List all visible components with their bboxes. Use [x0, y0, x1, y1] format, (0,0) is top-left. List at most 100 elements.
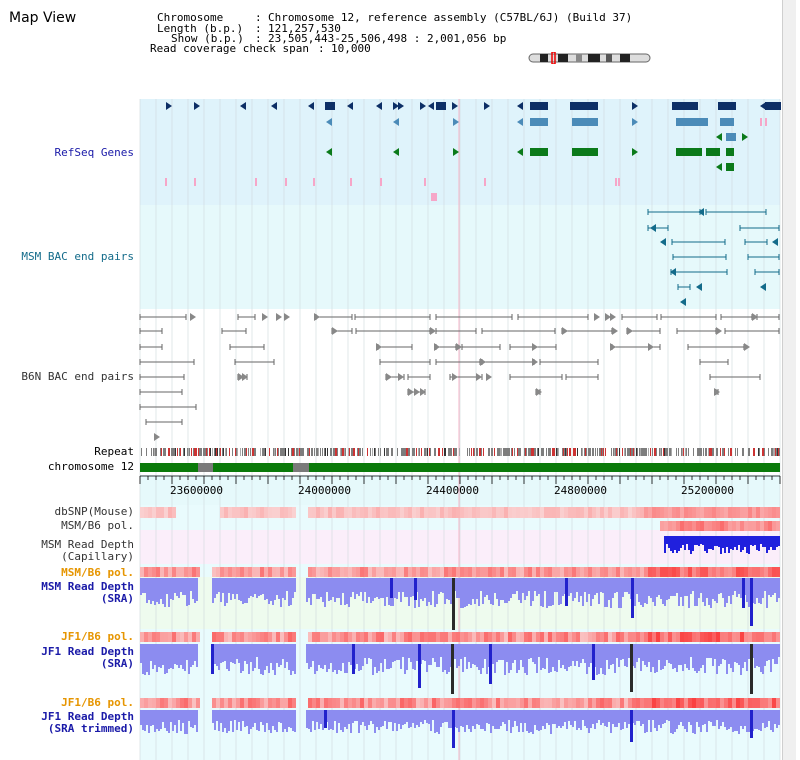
repeat-element	[643, 448, 644, 456]
cap-depth-bar	[742, 536, 744, 550]
heat-cell	[620, 698, 624, 708]
repeat-element	[285, 448, 286, 456]
gene-block	[313, 178, 315, 186]
depth-bar	[248, 710, 250, 734]
bac-end	[486, 373, 492, 381]
repeat-element	[614, 448, 615, 456]
heat-cell	[180, 567, 184, 577]
depth-bar	[742, 710, 744, 729]
heat-cell	[452, 567, 456, 577]
heat-cell	[364, 567, 368, 577]
heat-cell	[164, 567, 168, 577]
heat-cell	[288, 567, 292, 577]
heat-cell	[428, 507, 432, 518]
jf1-b6-pol-2-label[interactable]: JF1/B6 pol.	[61, 696, 134, 709]
depth-bar	[646, 710, 648, 732]
depth-bar	[658, 644, 660, 660]
msm-b6-pol-2-label[interactable]: MSM/B6 pol.	[61, 566, 134, 579]
repeat-element	[705, 448, 706, 456]
gene-arrow	[716, 163, 722, 171]
depth-bar	[282, 578, 284, 598]
heat-cell	[620, 567, 624, 577]
depth-bar	[422, 578, 424, 601]
heat-cell	[348, 507, 352, 518]
gene-block	[726, 163, 734, 171]
depth-bar	[634, 710, 636, 725]
heat-cell	[536, 698, 540, 708]
depth-bar	[580, 710, 582, 730]
repeat-element	[336, 448, 337, 456]
repeat-element	[640, 448, 641, 456]
track-canvas[interactable]	[0, 0, 782, 760]
depth-bar	[260, 578, 262, 595]
repeat-element	[334, 448, 335, 456]
heat-cell	[716, 567, 720, 577]
vertical-scrollbar[interactable]	[782, 0, 796, 760]
depth-bar	[622, 710, 624, 729]
depth-spike	[418, 644, 421, 688]
depth-bar	[580, 578, 582, 596]
repeat-element	[595, 448, 596, 456]
depth-bar	[188, 644, 190, 674]
depth-bar	[538, 710, 540, 731]
heat-cell	[560, 698, 564, 708]
depth-bar	[510, 578, 512, 598]
heat-cell	[164, 698, 168, 708]
heat-cell	[700, 567, 704, 577]
dbsnp-label[interactable]: dbSNP(Mouse)	[54, 505, 134, 518]
length-label: Length (b.p.)	[157, 22, 244, 35]
heat-cell	[440, 567, 444, 577]
heat-cell	[624, 698, 628, 708]
depth-bar	[754, 710, 756, 729]
heat-cell	[616, 567, 620, 577]
repeat-element	[378, 448, 379, 456]
gene-block	[436, 102, 446, 110]
depth-bar	[260, 644, 262, 674]
depth-bar	[158, 644, 160, 667]
depth-bar	[646, 644, 648, 667]
b6n-bac-label[interactable]: B6N BAC end pairs	[21, 370, 134, 383]
depth-bar	[228, 710, 230, 731]
msm-depth-sra-label-2: (SRA)	[100, 592, 134, 605]
depth-bar	[702, 710, 704, 725]
depth-bar	[726, 644, 728, 674]
heat-cell	[380, 632, 384, 642]
repeat-element	[533, 448, 534, 456]
cap-depth-bar	[714, 536, 716, 546]
depth-bar	[672, 644, 674, 669]
heat-cell	[632, 698, 636, 708]
heat-cell	[272, 698, 276, 708]
msm-depth-sra-label-1[interactable]: MSM Read Depth	[41, 580, 134, 593]
repeat-element	[777, 448, 778, 456]
depth-bar	[430, 644, 432, 665]
heat-cell	[156, 632, 160, 642]
heat-cell	[464, 698, 468, 708]
heat-cell	[768, 632, 772, 642]
jf1-depth-sra-label-1[interactable]: JF1 Read Depth	[41, 645, 134, 658]
depth-bar	[692, 710, 694, 733]
refseq-genes-label[interactable]: RefSeq Genes	[54, 146, 134, 159]
depth-bar	[564, 644, 566, 669]
heat-cell	[236, 632, 240, 642]
heat-cell	[140, 567, 144, 577]
heat-cell	[360, 698, 364, 708]
heat-cell	[376, 567, 380, 577]
depth-bar	[266, 710, 268, 723]
depth-bar	[688, 644, 690, 670]
depth-bar	[500, 644, 502, 660]
bac-end	[680, 298, 686, 306]
repeat-element	[599, 448, 600, 456]
heat-cell	[328, 632, 332, 642]
chromosome-ideogram[interactable]	[528, 52, 652, 64]
msm-b6-pol-1-label[interactable]: MSM/B6 pol.	[61, 519, 134, 532]
msm-bac-label[interactable]: MSM BAC end pairs	[21, 250, 134, 263]
depth-bar	[672, 710, 674, 734]
depth-bar	[540, 710, 542, 730]
jf1-b6-pol-1-label[interactable]: JF1/B6 pol.	[61, 630, 134, 643]
msm-depth-cap-label-1[interactable]: MSM Read Depth	[41, 538, 134, 551]
jf1-depth-trim-label-1[interactable]: JF1 Read Depth	[41, 710, 134, 723]
depth-bar	[242, 710, 244, 721]
cap-depth-bar	[706, 536, 708, 553]
heat-cell	[664, 521, 668, 531]
depth-bar	[262, 644, 264, 675]
